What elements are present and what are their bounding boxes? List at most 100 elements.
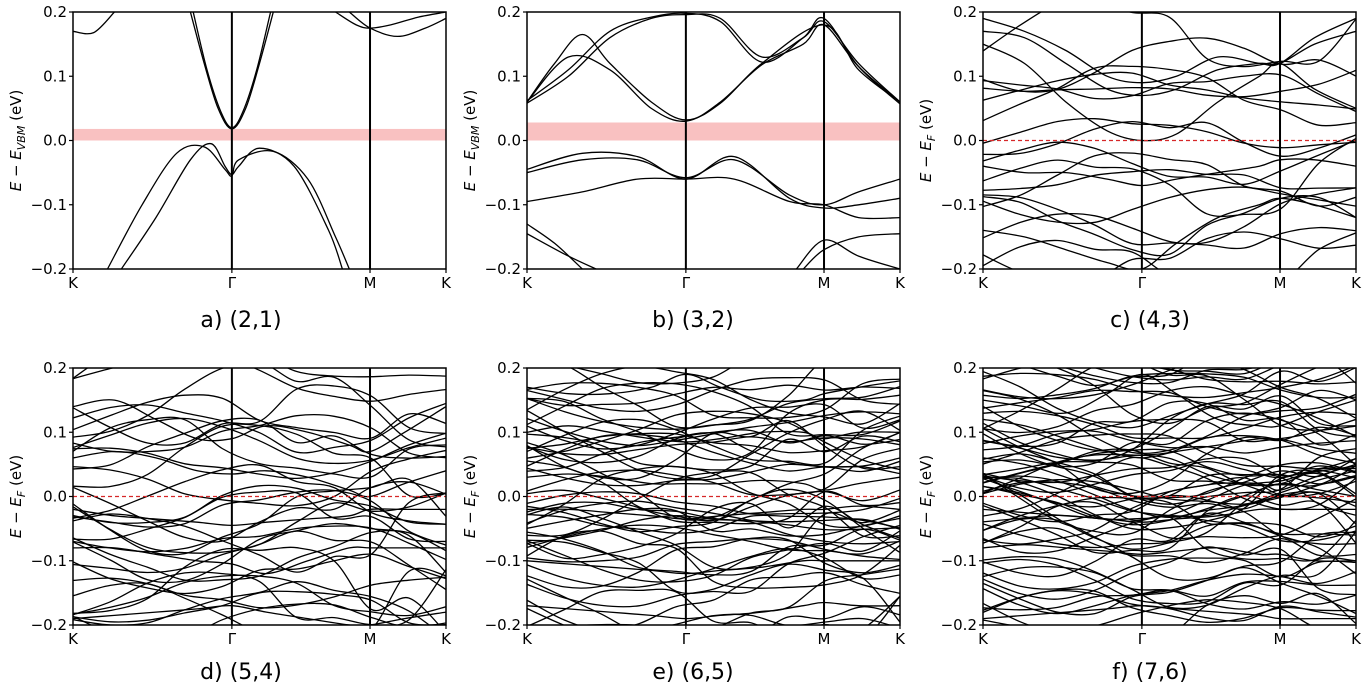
band-line bbox=[73, 522, 446, 584]
panel-caption: e) (6,5) bbox=[652, 660, 733, 685]
x-tick-label: M bbox=[1274, 274, 1287, 292]
band-line bbox=[527, 500, 900, 531]
band-line bbox=[73, 449, 446, 507]
x-tick-label: K bbox=[1351, 630, 1362, 648]
band-line bbox=[527, 513, 900, 534]
band-line bbox=[73, 450, 446, 498]
band-line bbox=[73, 368, 446, 402]
band-panel-1: 0.20.10.0−0.1−0.2K Γ M KE − EVBM (eV)a) (2,… bbox=[7, 3, 452, 333]
band-line bbox=[527, 524, 900, 595]
y-tick-label: 0.2 bbox=[497, 3, 521, 21]
band-line bbox=[73, 481, 446, 543]
x-tick-label: K bbox=[978, 274, 989, 292]
y-axis-label: E − EF (eV) bbox=[917, 99, 938, 182]
y-tick-label: 0.0 bbox=[497, 132, 521, 150]
band-line bbox=[983, 426, 1356, 495]
band-line bbox=[983, 389, 1356, 455]
plot-area bbox=[983, 368, 1356, 625]
x-tick-label: Γ bbox=[682, 274, 691, 292]
band-line bbox=[983, 152, 1356, 208]
band-line bbox=[983, 400, 1356, 448]
band-line bbox=[527, 24, 900, 121]
band-line bbox=[983, 456, 1356, 517]
band-line bbox=[73, 569, 446, 625]
band-line bbox=[527, 420, 900, 481]
band-line bbox=[73, 414, 446, 459]
band-line bbox=[73, 530, 446, 591]
band-line bbox=[983, 566, 1356, 616]
band-line bbox=[527, 157, 900, 206]
x-tick-label: M bbox=[818, 274, 831, 292]
y-tick-label: −0.2 bbox=[941, 616, 977, 634]
band-line bbox=[73, 368, 446, 448]
band-line bbox=[569, 368, 816, 429]
band-panel-2: 0.20.10.0−0.1−0.2K Γ M KE − EVBM (eV)b) (3,… bbox=[461, 3, 906, 333]
band-line bbox=[983, 231, 1356, 269]
band-line bbox=[73, 368, 446, 380]
band-line bbox=[983, 495, 1356, 554]
band-line bbox=[527, 436, 900, 456]
y-tick-label: −0.1 bbox=[941, 552, 977, 570]
band-line bbox=[983, 12, 1356, 68]
band-line bbox=[73, 12, 115, 35]
x-tick-label: Γ bbox=[1138, 630, 1147, 648]
band-line bbox=[73, 464, 446, 525]
band-line bbox=[527, 415, 900, 466]
band-line bbox=[527, 376, 900, 413]
band-line bbox=[1157, 368, 1263, 375]
panel-caption: b) (3,2) bbox=[652, 308, 734, 333]
band-line bbox=[983, 588, 1356, 624]
plot-area bbox=[527, 368, 900, 625]
band-line bbox=[983, 470, 1356, 518]
band-line bbox=[527, 571, 900, 625]
band-line bbox=[73, 489, 446, 546]
band-line bbox=[983, 158, 1356, 187]
band-line bbox=[527, 223, 583, 269]
band-line bbox=[527, 12, 900, 105]
band-line bbox=[983, 197, 1356, 269]
band-line bbox=[983, 599, 1312, 625]
band-line bbox=[983, 496, 1356, 536]
band-line bbox=[983, 139, 1356, 186]
band-line bbox=[73, 576, 446, 609]
y-tick-label: 0.0 bbox=[953, 488, 977, 506]
band-line bbox=[983, 434, 1356, 464]
band-line bbox=[527, 606, 900, 625]
band-line bbox=[983, 65, 1356, 127]
y-tick-label: 0.0 bbox=[953, 132, 977, 150]
band-line bbox=[527, 547, 900, 588]
band-line bbox=[983, 232, 1356, 269]
panel-caption: c) (4,3) bbox=[1110, 308, 1190, 333]
y-tick-label: −0.1 bbox=[485, 196, 521, 214]
band-line bbox=[335, 12, 446, 29]
plot-area bbox=[527, 12, 900, 269]
band-line bbox=[983, 480, 1356, 510]
band-line bbox=[527, 23, 900, 122]
band-line bbox=[106, 144, 350, 269]
y-axis-label: E − EF (eV) bbox=[461, 455, 482, 538]
band-line bbox=[983, 71, 1356, 110]
band-line bbox=[527, 501, 900, 560]
band-line bbox=[527, 381, 900, 437]
y-tick-label: 0.2 bbox=[953, 359, 977, 377]
band-line bbox=[983, 557, 1356, 605]
band-line bbox=[983, 186, 1356, 225]
band-line bbox=[983, 453, 1356, 499]
band-line bbox=[983, 448, 1356, 487]
band-line bbox=[983, 546, 1356, 600]
band-line bbox=[574, 368, 732, 385]
band-line bbox=[795, 239, 900, 269]
band-panel-5: 0.20.10.0−0.1−0.2K Γ M KE − EF (eV)e) (6,5) bbox=[461, 359, 906, 685]
band-line bbox=[527, 563, 900, 623]
y-tick-label: 0.1 bbox=[497, 423, 521, 441]
band-line bbox=[983, 469, 1356, 531]
band-line bbox=[527, 394, 900, 461]
band-line bbox=[73, 489, 446, 543]
x-tick-label: M bbox=[364, 630, 377, 648]
y-tick-label: −0.1 bbox=[485, 552, 521, 570]
x-tick-label: Γ bbox=[228, 630, 237, 648]
band-line bbox=[73, 605, 446, 625]
x-tick-label: M bbox=[1274, 630, 1287, 648]
band-line bbox=[1055, 368, 1318, 425]
y-tick-label: 0.2 bbox=[43, 3, 67, 21]
